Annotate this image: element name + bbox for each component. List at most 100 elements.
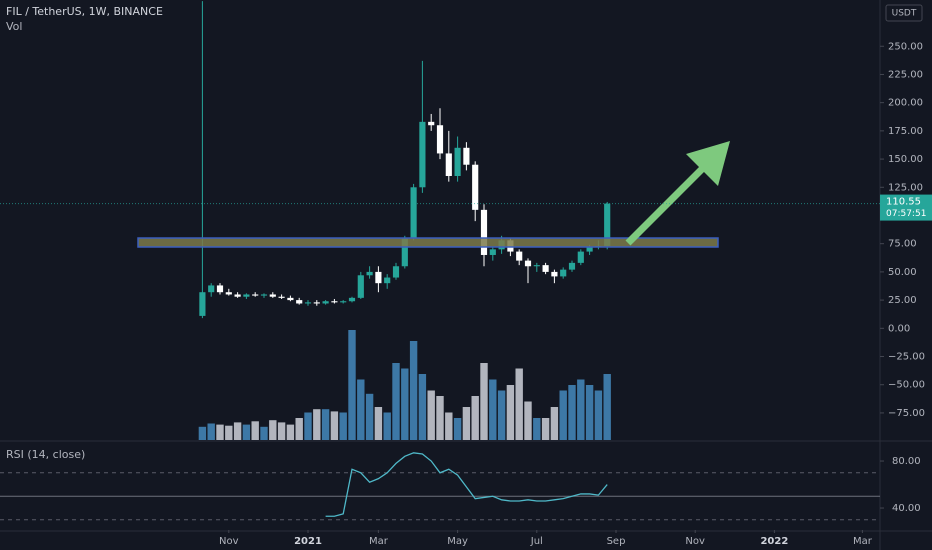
volume-bar xyxy=(286,424,295,440)
volume-bar xyxy=(506,385,515,440)
candle-body xyxy=(375,271,382,284)
candle-body xyxy=(454,147,461,176)
rsi-tick-label: 80.00 xyxy=(892,456,921,467)
candle-body xyxy=(322,301,329,304)
volume-bar xyxy=(216,424,224,440)
candle-body xyxy=(199,292,206,316)
volume-bar xyxy=(471,396,479,440)
candle-body xyxy=(524,260,532,267)
volume-bar xyxy=(559,390,567,440)
candle-body xyxy=(428,121,435,126)
volume-bar xyxy=(313,409,321,440)
y-tick-label: 225.00 xyxy=(888,69,923,80)
candle-body xyxy=(269,294,276,297)
countdown-label: 07:57:51 xyxy=(886,209,926,219)
volume-bar xyxy=(348,330,356,440)
volume-bar xyxy=(577,379,585,440)
candle-body xyxy=(287,297,294,301)
volume-bar xyxy=(365,393,374,440)
candle-body xyxy=(410,187,417,239)
candle-body xyxy=(604,203,611,246)
y-tick-label: 200.00 xyxy=(888,98,923,109)
x-tick-label: Nov xyxy=(219,536,239,547)
y-tick-label: −75.00 xyxy=(888,408,925,419)
rsi-label: RSI (14, close) xyxy=(6,448,85,461)
candle-body xyxy=(296,300,303,304)
volume-bar xyxy=(427,390,435,440)
candle-body xyxy=(340,301,347,303)
volume-bar xyxy=(295,418,303,440)
volume-bar xyxy=(533,418,541,440)
rsi-tick-label: 40.00 xyxy=(892,503,921,514)
volume-bar xyxy=(383,412,391,440)
y-tick-label: 0.00 xyxy=(888,323,910,334)
volume-bar xyxy=(594,390,603,440)
x-tick-label: Jul xyxy=(530,536,543,547)
candle-body xyxy=(331,301,338,303)
candle-body xyxy=(260,294,268,296)
y-tick-label: 150.00 xyxy=(888,154,923,165)
rsi-line xyxy=(325,452,608,517)
volume-bar xyxy=(392,363,400,440)
candle-body xyxy=(225,292,232,295)
candle-body xyxy=(313,302,320,304)
candle-body xyxy=(436,125,444,154)
volume-bar xyxy=(330,411,339,440)
x-tick-label: 2021 xyxy=(294,536,322,547)
volume-bar xyxy=(524,401,532,440)
candle-body xyxy=(401,238,408,267)
candle-body xyxy=(384,277,391,284)
x-tick-label: Mar xyxy=(853,536,873,547)
last-price-label: 110.55 xyxy=(886,197,921,208)
support-zone xyxy=(137,237,719,248)
volume-bar xyxy=(480,363,488,440)
candle-body xyxy=(472,164,479,210)
volume-bar xyxy=(198,426,207,440)
currency-label: USDT xyxy=(892,9,917,19)
volume-bar xyxy=(497,390,506,440)
y-tick-label: 250.00 xyxy=(888,41,923,52)
volume-bar xyxy=(603,374,611,440)
arrow-head xyxy=(686,141,730,186)
volume-bar xyxy=(585,385,594,440)
y-tick-label: 50.00 xyxy=(888,267,917,278)
candle-body xyxy=(551,271,558,277)
candle-body xyxy=(392,266,400,278)
y-tick-label: 175.00 xyxy=(888,126,923,137)
volume-label: Vol xyxy=(6,20,22,33)
candle-body xyxy=(560,269,567,277)
volume-bar xyxy=(269,420,277,440)
volume-bar xyxy=(374,407,383,440)
candle-body xyxy=(533,265,540,267)
volume-bar xyxy=(251,421,259,440)
candle-body xyxy=(568,262,576,270)
volume-bar xyxy=(207,423,215,440)
volume-bar xyxy=(568,385,576,440)
x-tick-label: Sep xyxy=(607,536,626,547)
candle-body xyxy=(463,147,470,165)
y-tick-label: −50.00 xyxy=(888,380,925,391)
candle-body xyxy=(216,285,224,293)
y-tick-label: 25.00 xyxy=(888,295,917,306)
volume-bar xyxy=(418,374,427,440)
candle-body xyxy=(366,271,373,276)
volume-bar xyxy=(445,412,453,440)
volume-bar xyxy=(260,426,268,440)
volume-bar xyxy=(339,412,347,440)
candle-body xyxy=(577,251,584,263)
x-tick-label: 2022 xyxy=(760,536,788,547)
volume-bar xyxy=(550,407,559,440)
x-tick-label: Nov xyxy=(685,536,705,547)
volume-bar xyxy=(321,409,330,440)
volume-bar xyxy=(515,368,523,440)
volume-bar xyxy=(453,418,462,440)
candle-body xyxy=(586,247,593,252)
volume-bar xyxy=(489,379,497,440)
x-tick-label: May xyxy=(447,536,468,547)
candle-body xyxy=(516,251,523,261)
y-tick-label: 125.00 xyxy=(888,182,923,193)
candle-body xyxy=(348,297,356,302)
marks xyxy=(198,1,611,440)
